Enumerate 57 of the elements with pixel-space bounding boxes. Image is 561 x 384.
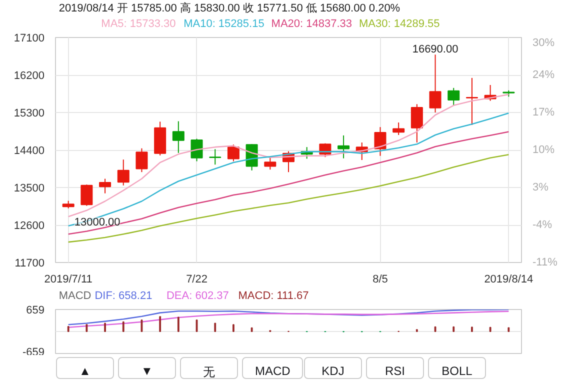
annotation: 16690.00 (412, 44, 458, 56)
candlestick (80, 184, 93, 206)
y2-tick-label: 17% (532, 106, 555, 118)
y-tick-label: 14400 (14, 145, 45, 157)
text: MA10: 15285.15 (184, 18, 264, 30)
candlestick (374, 126, 386, 156)
line-series (68, 112, 510, 226)
line-series (68, 154, 510, 243)
y-tick-label: 17100 (14, 32, 45, 44)
text: 无 (180, 357, 238, 379)
candlestick (392, 122, 405, 136)
series-label: DIF: 658.21 (94, 290, 152, 302)
text: ▲ (56, 357, 114, 379)
annotation: 13000.00 (74, 216, 120, 228)
candlestick (448, 87, 460, 106)
y2-tick-label: 24% (532, 69, 555, 81)
x-tick-label: 7/22 (186, 274, 208, 286)
series-label: DEA: 602.37 (166, 290, 229, 302)
text: MACD (242, 357, 304, 379)
y-tick-label: 16200 (14, 70, 45, 82)
text: BOLL (428, 357, 486, 379)
x-tick-label: 2019/7/11 (44, 274, 92, 286)
candlestick (117, 159, 130, 186)
y-tick-label: 11700 (14, 258, 45, 270)
candlestick (136, 148, 148, 173)
text: MA30: 14289.55 (359, 18, 440, 30)
candlestick (172, 120, 184, 154)
y2-tick-label: 30% (532, 36, 555, 49)
text: MA5: 15733.30 (101, 18, 176, 30)
y2-tick-label: -11% (532, 256, 558, 268)
x-tick-label: 8/5 (372, 274, 388, 286)
text: MACD: 111.67 (238, 290, 309, 302)
chart-title: 2019/08/14 开 15785.00 高 15830.00 收 15771.50 低 15680.00 0.20% (58, 2, 400, 14)
candlestick (338, 134, 350, 159)
y-tick-label: 12600 (14, 220, 45, 232)
candlestick (410, 104, 423, 143)
candlestick (99, 178, 112, 194)
legend-title: MACD (58, 290, 92, 302)
y2-tick-label: -4% (532, 219, 552, 231)
text: RSI (366, 357, 424, 379)
line-series (68, 131, 510, 235)
candlestick (429, 54, 442, 113)
text: ▼ (118, 357, 176, 379)
candlestick (466, 77, 478, 126)
candlestick (209, 148, 222, 166)
candlestick (227, 144, 240, 162)
candlestick (190, 138, 203, 162)
text: KDJ (304, 357, 362, 379)
y-tick-label: 659 (26, 304, 45, 316)
candlestick (264, 157, 276, 170)
y-tick-label: 15300 (14, 108, 45, 120)
x-tick-label: 2019/8/14 (484, 274, 534, 286)
y-tick-label: 13500 (14, 182, 45, 194)
text: MA20: 14837.33 (271, 18, 352, 30)
y2-tick-label: 3% (532, 182, 549, 194)
y2-tick-label: 10% (532, 144, 555, 156)
line-series (68, 310, 510, 328)
